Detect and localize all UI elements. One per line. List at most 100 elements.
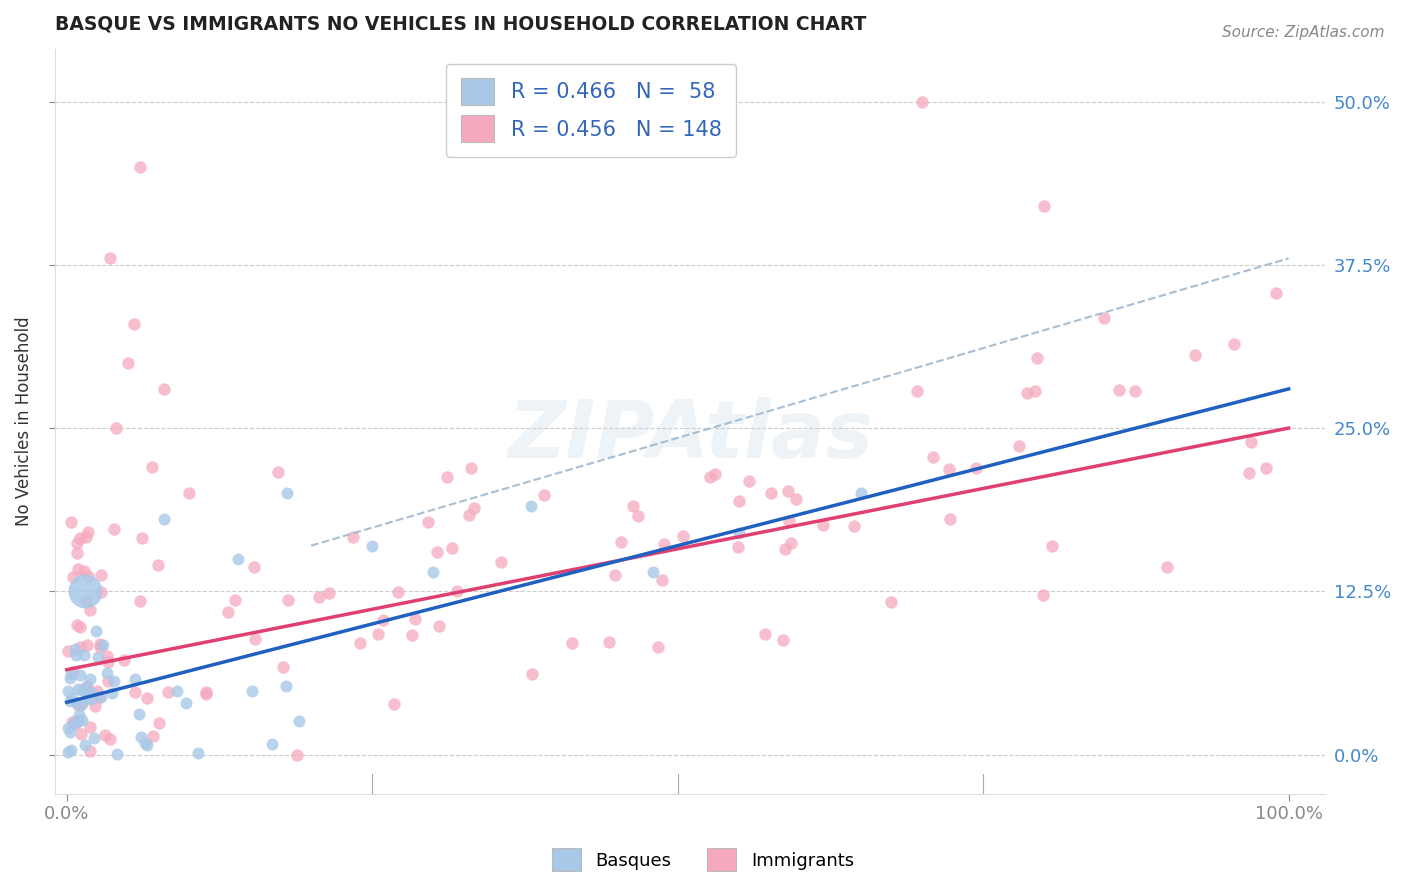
Point (73, 564, 96, 578)
Text: Source: ZipAtlas.com: Source: ZipAtlas.com (1222, 25, 1385, 40)
Point (811, 517, 834, 532)
Point (70, 696, 93, 710)
Point (533, 487, 555, 501)
Point (76, 679, 98, 693)
Point (75, 685, 97, 699)
Point (240, 684, 263, 698)
Point (60, 667, 83, 681)
Point (1025, 351, 1047, 365)
Point (489, 555, 512, 569)
Point (70, 682, 93, 697)
Point (288, 714, 311, 729)
Point (58, 724, 80, 739)
Point (58, 694, 80, 708)
Point (427, 619, 450, 633)
Point (96, 666, 118, 681)
Point (60, 715, 83, 730)
Point (785, 491, 807, 506)
Point (772, 633, 794, 648)
Point (1240, 435, 1263, 450)
Point (84, 624, 107, 638)
Point (117, 356, 139, 370)
Point (754, 627, 776, 641)
Point (441, 541, 464, 556)
Y-axis label: No Vehicles in Household: No Vehicles in Household (15, 317, 32, 526)
Point (70, 727, 93, 741)
Point (318, 586, 340, 600)
Point (79, 744, 101, 758)
Point (242, 560, 264, 574)
Point (129, 594, 152, 608)
Point (1265, 286, 1288, 301)
Point (63, 717, 86, 731)
Point (643, 565, 665, 579)
Point (627, 508, 650, 523)
Point (938, 462, 960, 476)
Point (105, 747, 128, 761)
Point (842, 519, 865, 533)
Point (66, 698, 89, 712)
Point (75, 594, 97, 608)
Point (91, 639, 114, 653)
Point (75, 529, 97, 543)
Legend: R = 0.466   N =  58, R = 0.456   N = 148: R = 0.466 N = 58, R = 0.456 N = 148 (446, 63, 737, 157)
Point (1040, 539, 1063, 553)
Point (89, 637, 111, 651)
Point (77, 525, 100, 540)
Point (148, 715, 170, 730)
Point (153, 512, 176, 526)
Point (422, 565, 444, 579)
Legend: Basques, Immigrants: Basques, Immigrants (546, 841, 860, 879)
Point (84, 698, 107, 713)
Point (104, 421, 127, 435)
Point (87, 690, 110, 704)
Text: BASQUE VS IMMIGRANTS NO VEHICLES IN HOUSEHOLD CORRELATION CHART: BASQUE VS IMMIGRANTS NO VEHICLES IN HOUS… (55, 15, 866, 34)
Point (404, 612, 426, 626)
Point (67, 682, 90, 697)
Point (1092, 311, 1115, 326)
Point (76, 638, 98, 652)
Point (703, 467, 725, 482)
Point (142, 729, 165, 743)
Point (134, 736, 156, 750)
Point (610, 535, 633, 549)
Point (153, 382, 176, 396)
Point (129, 160, 152, 174)
Point (56, 721, 79, 735)
Point (1017, 386, 1039, 401)
Point (65, 714, 87, 728)
Point (77, 569, 100, 583)
Point (727, 540, 749, 554)
Point (1108, 383, 1130, 397)
Point (103, 673, 125, 688)
Point (148, 558, 170, 573)
Point (277, 592, 299, 607)
Point (401, 628, 423, 642)
Point (1184, 348, 1206, 362)
Point (63, 641, 86, 656)
Point (136, 739, 159, 753)
Point (98, 252, 121, 266)
Point (457, 508, 479, 523)
Point (367, 627, 389, 641)
Point (80, 686, 103, 700)
Point (129, 730, 152, 744)
Point (66, 545, 89, 559)
Point (1156, 559, 1178, 574)
Point (73, 648, 96, 663)
Point (285, 747, 308, 762)
Point (905, 384, 928, 398)
Point (67, 708, 90, 723)
Point (621, 500, 644, 514)
Point (217, 605, 239, 619)
Point (224, 592, 246, 607)
Point (849, 486, 872, 500)
Point (103, 522, 125, 536)
Point (60, 691, 83, 706)
Point (101, 686, 124, 700)
Point (83, 731, 105, 745)
Point (94, 728, 117, 742)
Point (73, 738, 96, 752)
Point (69, 620, 91, 634)
Point (195, 685, 218, 699)
